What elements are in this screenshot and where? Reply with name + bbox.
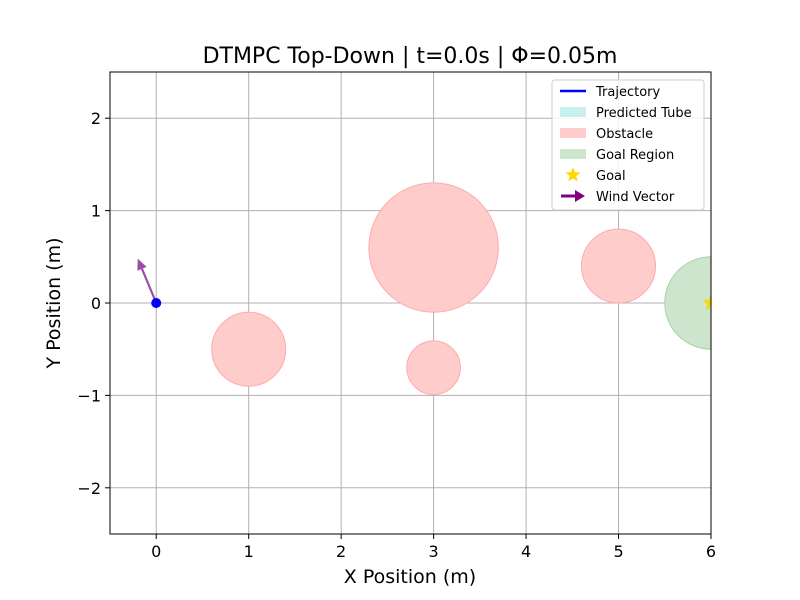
legend-label: Obstacle xyxy=(596,127,653,142)
y-tick-label: −1 xyxy=(77,386,101,405)
legend-swatch-goal-star xyxy=(565,167,581,182)
legend-label: Wind Vector xyxy=(596,190,675,205)
obstacle-circle xyxy=(581,228,657,304)
x-tick-label: 1 xyxy=(244,542,254,561)
x-axis-label: X Position (m) xyxy=(344,566,476,588)
plot-area xyxy=(137,182,711,395)
legend-label: Goal Region xyxy=(596,148,674,163)
obstacle-circle xyxy=(211,311,287,387)
y-tick-label: 0 xyxy=(91,294,101,313)
axis-ticks: 0 1 2 3 4 5 6 −2 −1 0 1 2 xyxy=(77,109,716,561)
legend: Trajectory Predicted Tube Obstacle Goal Reg… xyxy=(551,79,705,211)
legend-label: Goal xyxy=(596,169,626,184)
legend-swatch-arrow-head xyxy=(575,190,585,202)
x-tick-label: 0 xyxy=(151,542,161,561)
obstacle-circle xyxy=(368,182,499,313)
x-tick-label: 2 xyxy=(336,542,346,561)
y-tick-label: 1 xyxy=(91,202,101,221)
obstacle-circle xyxy=(406,340,461,395)
legend-swatch-patch xyxy=(560,128,586,138)
x-tick-label: 6 xyxy=(706,542,716,561)
legend-swatch-patch xyxy=(560,149,586,159)
legend-box xyxy=(551,79,705,211)
y-tick-label: 2 xyxy=(91,109,101,128)
chart-title: DTMPC Top-Down | t=0.0s | Φ=0.05m xyxy=(203,44,618,69)
goal-star-marker xyxy=(702,294,711,311)
legend-label: Trajectory xyxy=(595,85,660,100)
x-tick-label: 3 xyxy=(429,542,439,561)
wind-vector-shaft xyxy=(140,268,158,304)
x-tick-label: 5 xyxy=(613,542,623,561)
y-tick-label: −2 xyxy=(77,479,101,498)
wind-vector-head xyxy=(137,258,147,271)
y-axis-label: Y Position (m) xyxy=(43,238,65,370)
x-tick-label: 4 xyxy=(521,542,531,561)
legend-swatch-patch xyxy=(560,107,586,117)
legend-label: Predicted Tube xyxy=(596,106,692,121)
robot-position-marker xyxy=(151,298,162,308)
